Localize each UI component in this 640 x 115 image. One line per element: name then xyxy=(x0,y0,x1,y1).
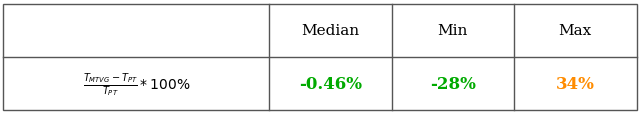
Text: Max: Max xyxy=(559,24,592,38)
Text: -28%: -28% xyxy=(430,76,476,92)
Text: -0.46%: -0.46% xyxy=(299,76,362,92)
Text: Min: Min xyxy=(438,24,468,38)
Text: Median: Median xyxy=(301,24,360,38)
Text: 34%: 34% xyxy=(556,76,595,92)
Text: $\frac{T_{MTVG}-T_{PT}}{T_{PT}} * 100\%$: $\frac{T_{MTVG}-T_{PT}}{T_{PT}} * 100\%$ xyxy=(83,70,190,98)
